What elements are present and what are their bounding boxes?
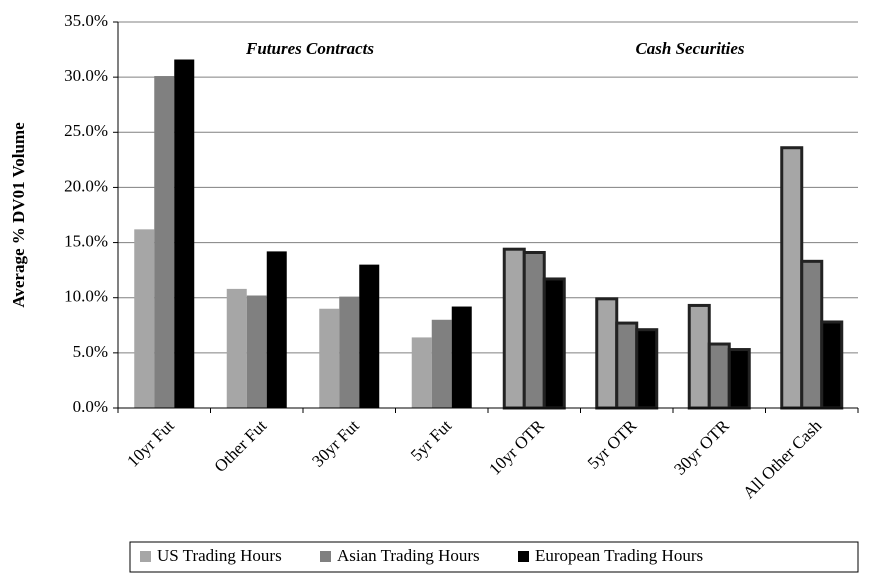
annotation: Futures Contracts — [245, 39, 374, 58]
x-tick-label: 10yr OTR — [485, 416, 548, 479]
bar — [451, 306, 472, 408]
x-tick-label: Other Fut — [210, 416, 270, 476]
bar — [502, 247, 526, 410]
bar — [319, 308, 340, 408]
y-tick-label: 15.0% — [64, 231, 108, 250]
y-tick-label: 10.0% — [64, 287, 108, 306]
bar — [687, 303, 711, 410]
legend-swatch — [320, 551, 331, 562]
bar — [615, 321, 639, 410]
bar — [635, 328, 659, 410]
x-tick-label: All Other Cash — [739, 416, 826, 503]
bar — [266, 251, 287, 408]
x-tick-label: 30yr Fut — [308, 416, 363, 471]
annotation: Cash Securities — [635, 39, 744, 58]
bar — [339, 296, 360, 408]
legend-swatch — [140, 551, 151, 562]
y-tick-label: 35.0% — [64, 11, 108, 30]
legend-label: Asian Trading Hours — [337, 546, 480, 565]
bar — [246, 295, 267, 408]
bar — [780, 146, 804, 410]
bar — [226, 288, 247, 408]
bar — [595, 297, 619, 410]
legend-swatch — [518, 551, 529, 562]
bar — [134, 229, 155, 408]
legend-label: European Trading Hours — [535, 546, 703, 565]
legend-box — [129, 541, 859, 573]
bar — [707, 342, 731, 410]
x-tick-label: 5yr Fut — [407, 416, 456, 465]
y-axis-label: Average % DV01 Volume — [9, 122, 28, 308]
bar — [820, 320, 844, 410]
x-tick-label: 30yr OTR — [670, 416, 733, 479]
bar — [411, 337, 432, 408]
bar — [154, 76, 175, 408]
x-tick-label: 5yr OTR — [584, 416, 641, 473]
legend-label: US Trading Hours — [157, 546, 282, 565]
y-tick-label: 30.0% — [64, 66, 108, 85]
y-tick-label: 20.0% — [64, 176, 108, 195]
bar — [542, 277, 566, 410]
y-tick-label: 0.0% — [73, 397, 108, 416]
bar — [522, 250, 546, 410]
bar — [800, 259, 824, 410]
y-tick-label: 5.0% — [73, 342, 108, 361]
y-tick-label: 25.0% — [64, 121, 108, 140]
bar — [359, 264, 380, 408]
bar — [174, 59, 195, 409]
bar — [727, 348, 751, 410]
bar — [431, 319, 452, 408]
x-tick-label: 10yr Fut — [123, 416, 178, 471]
